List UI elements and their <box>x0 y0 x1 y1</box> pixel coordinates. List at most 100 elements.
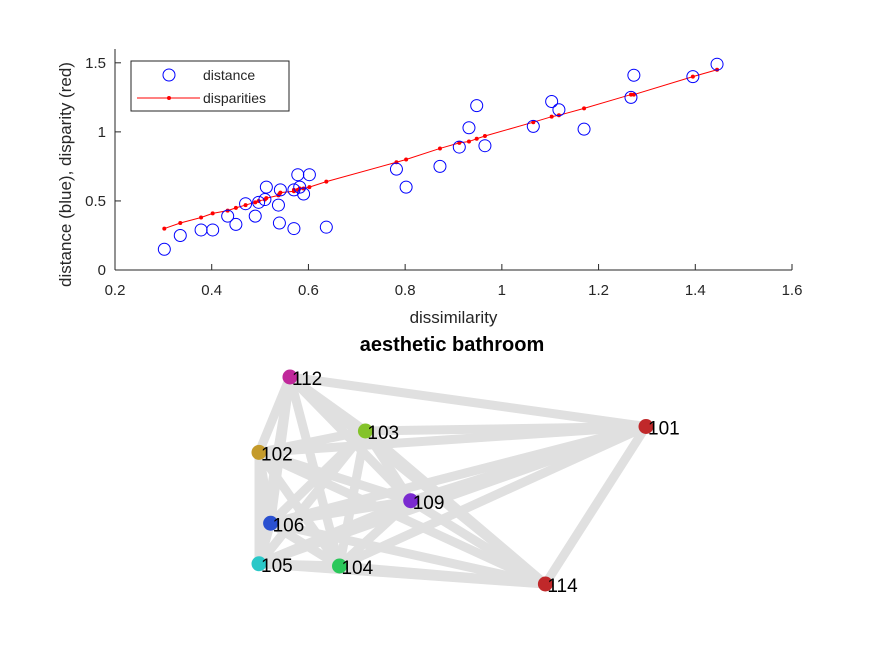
network-edge <box>254 426 370 457</box>
x-tick-label: 1.2 <box>588 282 609 299</box>
x-tick-label: 0.4 <box>201 282 222 299</box>
distance-point <box>478 139 492 153</box>
x-tick-label: 0.6 <box>298 282 319 299</box>
distance-point <box>248 209 262 223</box>
legend-disparities-label: disparities <box>203 90 266 106</box>
network-title: aesthetic bathroom <box>360 334 544 356</box>
disparity-point <box>162 226 167 231</box>
network-edge <box>266 422 651 528</box>
network-node <box>282 369 298 385</box>
distance-point <box>526 119 540 133</box>
network-node-label: 103 <box>367 423 399 444</box>
network-node-label: 114 <box>547 576 578 597</box>
y-tick-label: 0 <box>98 262 106 279</box>
network-node <box>638 419 654 434</box>
disparity-point <box>631 92 636 97</box>
network-edge <box>254 447 344 571</box>
distance-point <box>399 180 413 194</box>
disparity-point <box>437 146 442 151</box>
legend: distance disparities <box>130 60 290 112</box>
distance-point <box>470 99 484 113</box>
network-node <box>537 576 553 592</box>
network-edge <box>254 496 416 569</box>
legend-box <box>130 60 290 112</box>
distance-point <box>462 121 476 135</box>
x-tick-label: 0.2 <box>105 282 126 299</box>
y-tick-label: 0.5 <box>85 193 106 210</box>
distance-point <box>239 197 253 211</box>
network-edge <box>334 561 550 589</box>
distance-point <box>157 242 171 256</box>
disparity-point <box>457 140 462 145</box>
disparity-point <box>253 200 258 205</box>
distance-point <box>545 94 559 108</box>
network-node <box>331 558 347 574</box>
distance-point <box>319 220 333 234</box>
x-axis-label: dissimilarity <box>410 308 498 327</box>
distance-point <box>287 222 301 236</box>
disparity-point <box>482 134 487 139</box>
distance-point <box>627 68 641 82</box>
disparity-point <box>549 114 554 119</box>
legend-distance-label: distance <box>203 67 255 83</box>
distance-point <box>710 57 724 71</box>
distance-point <box>297 187 311 201</box>
y-tick-label: 1 <box>98 124 106 141</box>
network-edge <box>540 422 651 589</box>
distance-point <box>686 70 700 84</box>
network-edge <box>285 372 651 431</box>
network-graph: 112 101 103 102 109 106 105 104 114 aesthetic ba… <box>251 334 680 597</box>
disparity-point <box>278 190 283 195</box>
distance-point <box>577 122 591 136</box>
network-node-label: 101 <box>648 419 680 440</box>
network-edge <box>254 422 651 457</box>
distance-point <box>433 159 447 173</box>
disparity-point <box>690 74 695 79</box>
network-node-label: 112 <box>292 369 322 390</box>
legend-disparities-marker <box>167 96 171 100</box>
disparity-point <box>531 120 536 125</box>
network-node-label: 102 <box>261 444 293 465</box>
x-tick-label: 1.6 <box>782 282 803 299</box>
distance-point <box>389 162 403 176</box>
distance-point <box>273 183 287 197</box>
network-edge <box>334 422 651 571</box>
y-axis-label: distance (blue), disparity (red) <box>56 62 75 287</box>
network-node <box>403 493 419 509</box>
x-axis-ticks: 0.2 0.4 0.6 0.8 1 1.2 1.4 1.6 <box>105 264 803 299</box>
network-edge <box>266 496 416 528</box>
network-edges <box>254 372 651 589</box>
distance-point <box>624 90 638 104</box>
network-node-label: 104 <box>341 558 373 579</box>
x-tick-label: 0.8 <box>395 282 416 299</box>
disparity-point <box>199 215 204 220</box>
distance-point <box>259 180 273 194</box>
disparity-point <box>243 203 248 208</box>
distance-point <box>293 180 307 194</box>
scatter-data-layer <box>157 57 724 256</box>
distance-point <box>173 228 187 242</box>
distance-point <box>252 195 266 209</box>
distance-point <box>206 223 220 237</box>
network-node <box>357 423 373 439</box>
disparity-point <box>628 92 633 97</box>
disparity-point <box>466 139 471 144</box>
distance-point <box>552 103 566 117</box>
network-edge <box>406 496 550 589</box>
network-nodes: 112 101 103 102 109 106 105 104 114 <box>251 369 680 597</box>
distance-point <box>221 209 235 223</box>
y-axis-ticks: 0 0.5 1 1.5 <box>85 55 121 279</box>
network-edge <box>360 426 550 589</box>
distance-point <box>452 140 466 154</box>
disparity-point <box>178 221 183 226</box>
network-edge <box>254 447 550 589</box>
disparity-point <box>307 185 312 190</box>
disparity-point <box>324 179 329 184</box>
network-node <box>251 444 267 460</box>
network-edge <box>334 496 416 571</box>
distance-point <box>229 217 243 231</box>
network-node-label: 106 <box>273 515 305 536</box>
legend-distance-marker <box>162 68 176 82</box>
network-edge <box>266 518 550 589</box>
